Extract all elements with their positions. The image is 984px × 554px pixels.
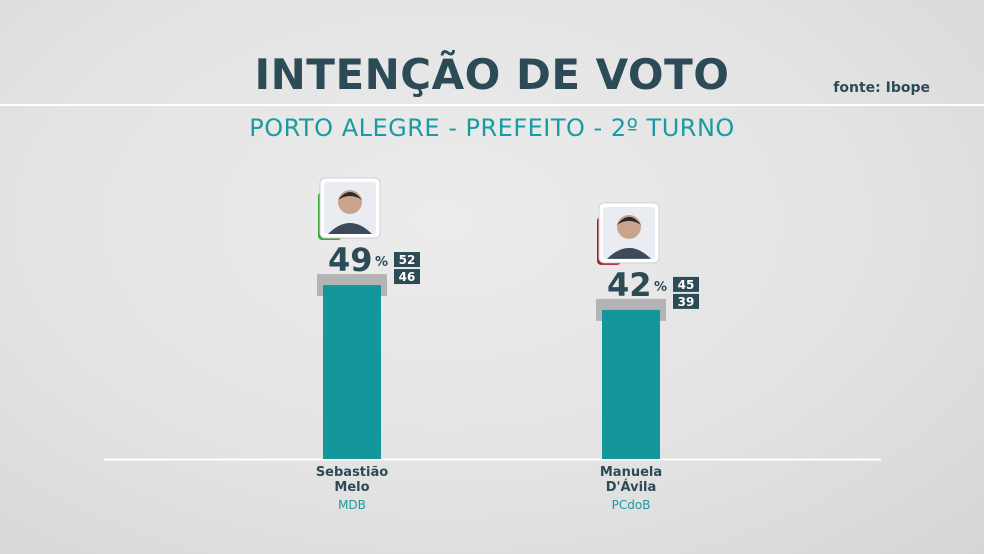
upper-bound-box — [394, 252, 420, 268]
percent-sign: % — [654, 280, 667, 295]
value-label: 49 — [328, 241, 373, 279]
bar — [323, 285, 381, 459]
percent-sign: % — [375, 255, 388, 270]
lower-bound-label: 46 — [399, 270, 416, 284]
avatar-hair — [617, 216, 641, 225]
bar — [602, 309, 660, 459]
lower-bound-box — [673, 293, 699, 309]
chart-subtitle: PORTO ALEGRE - PREFEITO - 2º TURNO — [249, 114, 735, 142]
value-label: 42 — [607, 266, 652, 304]
candidate-party: MDB — [338, 498, 366, 512]
upper-bound-label: 45 — [678, 278, 695, 292]
candidate-name-line1: Manuela — [600, 465, 662, 480]
upper-bound-label: 52 — [399, 253, 416, 267]
source-label: fonte: Ibope — [833, 80, 930, 96]
candidate-name-line2: Melo — [334, 480, 369, 495]
candidate-name-line1: Sebastião — [316, 465, 388, 480]
avatar-shoulders — [607, 247, 651, 259]
upper-bound-box — [673, 276, 699, 292]
lower-bound-label: 39 — [678, 295, 695, 309]
candidate-name-line2: D'Ávila — [606, 479, 657, 495]
title-divider — [0, 104, 984, 106]
avatar-hair — [338, 192, 362, 201]
lower-bound-box — [394, 269, 420, 285]
chart-title: INTENÇÃO DE VOTO — [254, 50, 730, 99]
avatar-shoulders — [328, 223, 372, 235]
candidate-party: PCdoB — [612, 498, 651, 512]
